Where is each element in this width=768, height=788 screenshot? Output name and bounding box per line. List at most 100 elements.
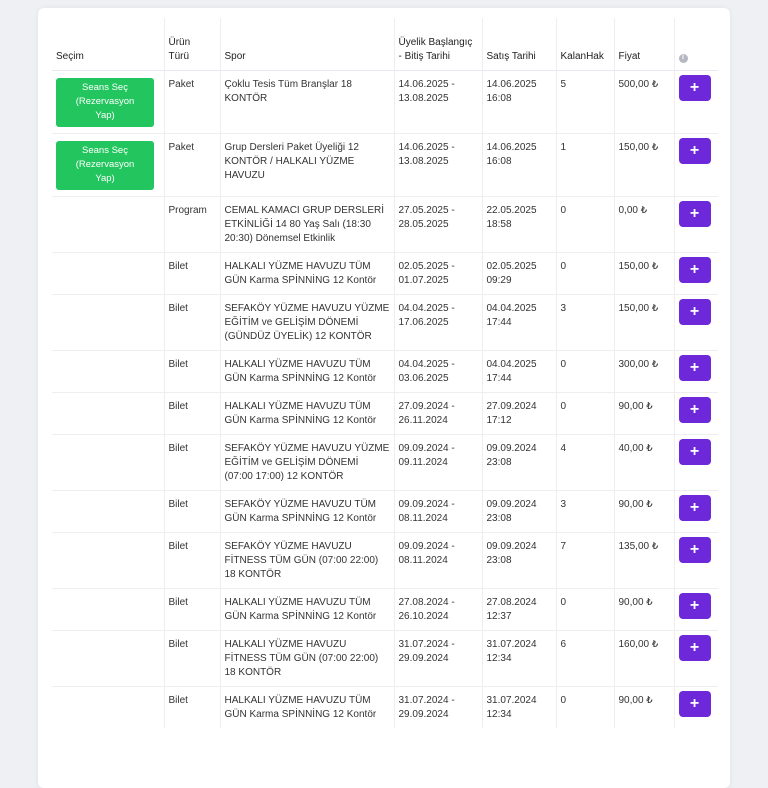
cell-action: + xyxy=(673,490,718,533)
header-secim: Seçim xyxy=(52,18,164,71)
cell-satis-tarihi: 27.09.2024 17:12 xyxy=(481,392,556,435)
add-button[interactable]: + xyxy=(678,495,711,521)
add-button[interactable]: + xyxy=(678,138,711,164)
add-button[interactable]: + xyxy=(678,355,711,381)
header-info: i xyxy=(673,18,718,71)
cell-uyelik-tarih: 27.08.2024 - 26.10.2024 xyxy=(393,588,482,631)
cell-fiyat: 90,00 ₺ xyxy=(613,588,674,631)
cell-spor: SEFAKÖY YÜZME HAVUZU TÜM GÜN Karma SPİNN… xyxy=(219,490,394,533)
cell-secim xyxy=(52,588,164,631)
cell-urun-turu: Bilet xyxy=(163,294,220,351)
cell-action: + xyxy=(673,196,718,253)
cell-uyelik-tarih: 09.09.2024 - 08.11.2024 xyxy=(393,490,482,533)
cell-uyelik-tarih: 14.06.2025 - 13.08.2025 xyxy=(393,133,482,197)
cell-urun-turu: Bilet xyxy=(163,490,220,533)
add-button[interactable]: + xyxy=(678,691,711,717)
cell-kalan-hak: 7 xyxy=(555,532,614,589)
cell-action: + xyxy=(673,532,718,589)
cell-kalan-hak: 5 xyxy=(555,70,614,134)
memberships-card: Seçim Ürün Türü Spor Üyelik Başlangıç - … xyxy=(38,8,730,788)
cell-urun-turu: Bilet xyxy=(163,588,220,631)
cell-action: + xyxy=(673,70,718,134)
cell-spor: HALKALI YÜZME HAVUZU FİTNESS TÜM GÜN (07… xyxy=(219,630,394,687)
cell-urun-turu: Bilet xyxy=(163,252,220,295)
cell-urun-turu: Paket xyxy=(163,133,220,197)
cell-urun-turu: Paket xyxy=(163,70,220,134)
cell-fiyat: 150,00 ₺ xyxy=(613,133,674,197)
info-icon[interactable]: i xyxy=(678,53,688,63)
session-select-button[interactable]: Seans Seç (Rezervasyon Yap) xyxy=(56,141,154,190)
cell-uyelik-tarih: 09.09.2024 - 09.11.2024 xyxy=(393,434,482,491)
add-button[interactable]: + xyxy=(678,299,711,325)
cell-secim xyxy=(52,532,164,589)
add-button[interactable]: + xyxy=(678,75,711,101)
cell-satis-tarihi: 31.07.2024 12:34 xyxy=(481,686,556,728)
cell-spor: SEFAKÖY YÜZME HAVUZU YÜZME EĞİTİM ve GEL… xyxy=(219,434,394,491)
header-urun-turu: Ürün Türü xyxy=(163,18,220,71)
cell-satis-tarihi: 27.08.2024 12:37 xyxy=(481,588,556,631)
cell-kalan-hak: 3 xyxy=(555,490,614,533)
cell-fiyat: 160,00 ₺ xyxy=(613,630,674,687)
cell-urun-turu: Bilet xyxy=(163,686,220,728)
table-row: Seans Seç (Rezervasyon Yap) Paket Çoklu Te… xyxy=(52,70,718,134)
add-button[interactable]: + xyxy=(678,257,711,283)
cell-secim xyxy=(52,350,164,393)
header-uyelik: Üyelik Başlangıç - Bitiş Tarihi xyxy=(393,18,482,71)
cell-action: + xyxy=(673,392,718,435)
header-spor: Spor xyxy=(219,18,394,71)
cell-fiyat: 40,00 ₺ xyxy=(613,434,674,491)
cell-spor: SEFAKÖY YÜZME HAVUZU FİTNESS TÜM GÜN (07… xyxy=(219,532,394,589)
cell-kalan-hak: 3 xyxy=(555,294,614,351)
cell-secim xyxy=(52,252,164,295)
cell-urun-turu: Bilet xyxy=(163,630,220,687)
add-button[interactable]: + xyxy=(678,635,711,661)
cell-uyelik-tarih: 02.05.2025 - 01.07.2025 xyxy=(393,252,482,295)
header-satis-tarihi: Satış Tarihi xyxy=(481,18,556,71)
table-row: Bilet SEFAKÖY YÜZME HAVUZU YÜZME EĞİTİM v… xyxy=(52,294,718,351)
cell-kalan-hak: 4 xyxy=(555,434,614,491)
cell-kalan-hak: 0 xyxy=(555,392,614,435)
cell-urun-turu: Bilet xyxy=(163,392,220,435)
table-row: Bilet SEFAKÖY YÜZME HAVUZU YÜZME EĞİTİM v… xyxy=(52,434,718,491)
cell-satis-tarihi: 22.05.2025 18:58 xyxy=(481,196,556,253)
cell-satis-tarihi: 04.04.2025 17:44 xyxy=(481,294,556,351)
cell-action: + xyxy=(673,350,718,393)
cell-satis-tarihi: 14.06.2025 16:08 xyxy=(481,133,556,197)
cell-secim xyxy=(52,490,164,533)
cell-action: + xyxy=(673,434,718,491)
add-button[interactable]: + xyxy=(678,537,711,563)
cell-satis-tarihi: 04.04.2025 17:44 xyxy=(481,350,556,393)
cell-spor: Çoklu Tesis Tüm Branşlar 18 KONTÖR xyxy=(219,70,394,134)
cell-secim xyxy=(52,294,164,351)
cell-kalan-hak: 1 xyxy=(555,133,614,197)
session-select-button[interactable]: Seans Seç (Rezervasyon Yap) xyxy=(56,78,154,127)
cell-kalan-hak: 0 xyxy=(555,686,614,728)
cell-satis-tarihi: 14.06.2025 16:08 xyxy=(481,70,556,134)
add-button[interactable]: + xyxy=(678,439,711,465)
cell-satis-tarihi: 09.09.2024 23:08 xyxy=(481,532,556,589)
cell-urun-turu: Bilet xyxy=(163,350,220,393)
cell-uyelik-tarih: 14.06.2025 - 13.08.2025 xyxy=(393,70,482,134)
memberships-table: Seçim Ürün Türü Spor Üyelik Başlangıç - … xyxy=(52,18,718,728)
cell-kalan-hak: 0 xyxy=(555,588,614,631)
cell-secim xyxy=(52,392,164,435)
add-button[interactable]: + xyxy=(678,593,711,619)
cell-secim xyxy=(52,434,164,491)
cell-fiyat: 500,00 ₺ xyxy=(613,70,674,134)
add-button[interactable]: + xyxy=(678,397,711,423)
cell-satis-tarihi: 09.09.2024 23:08 xyxy=(481,490,556,533)
add-button[interactable]: + xyxy=(678,201,711,227)
cell-secim xyxy=(52,630,164,687)
cell-spor: HALKALI YÜZME HAVUZU TÜM GÜN Karma SPİNN… xyxy=(219,686,394,728)
cell-action: + xyxy=(673,686,718,728)
table-row: Bilet SEFAKÖY YÜZME HAVUZU TÜM GÜN Karma … xyxy=(52,490,718,533)
cell-satis-tarihi: 02.05.2025 09:29 xyxy=(481,252,556,295)
cell-spor: HALKALI YÜZME HAVUZU TÜM GÜN Karma SPİNN… xyxy=(219,392,394,435)
table-row: Program CEMAL KAMACI GRUP DERSLERİ ETKİNL… xyxy=(52,196,718,253)
table-row: Bilet HALKALI YÜZME HAVUZU TÜM GÜN Karma … xyxy=(52,588,718,631)
cell-fiyat: 0,00 ₺ xyxy=(613,196,674,253)
cell-spor: CEMAL KAMACI GRUP DERSLERİ ETKİNLİĞİ 14 … xyxy=(219,196,394,253)
cell-spor: SEFAKÖY YÜZME HAVUZU YÜZME EĞİTİM ve GEL… xyxy=(219,294,394,351)
table-row: Bilet SEFAKÖY YÜZME HAVUZU FİTNESS TÜM GÜ… xyxy=(52,532,718,589)
header-fiyat: Fiyat xyxy=(613,18,674,71)
